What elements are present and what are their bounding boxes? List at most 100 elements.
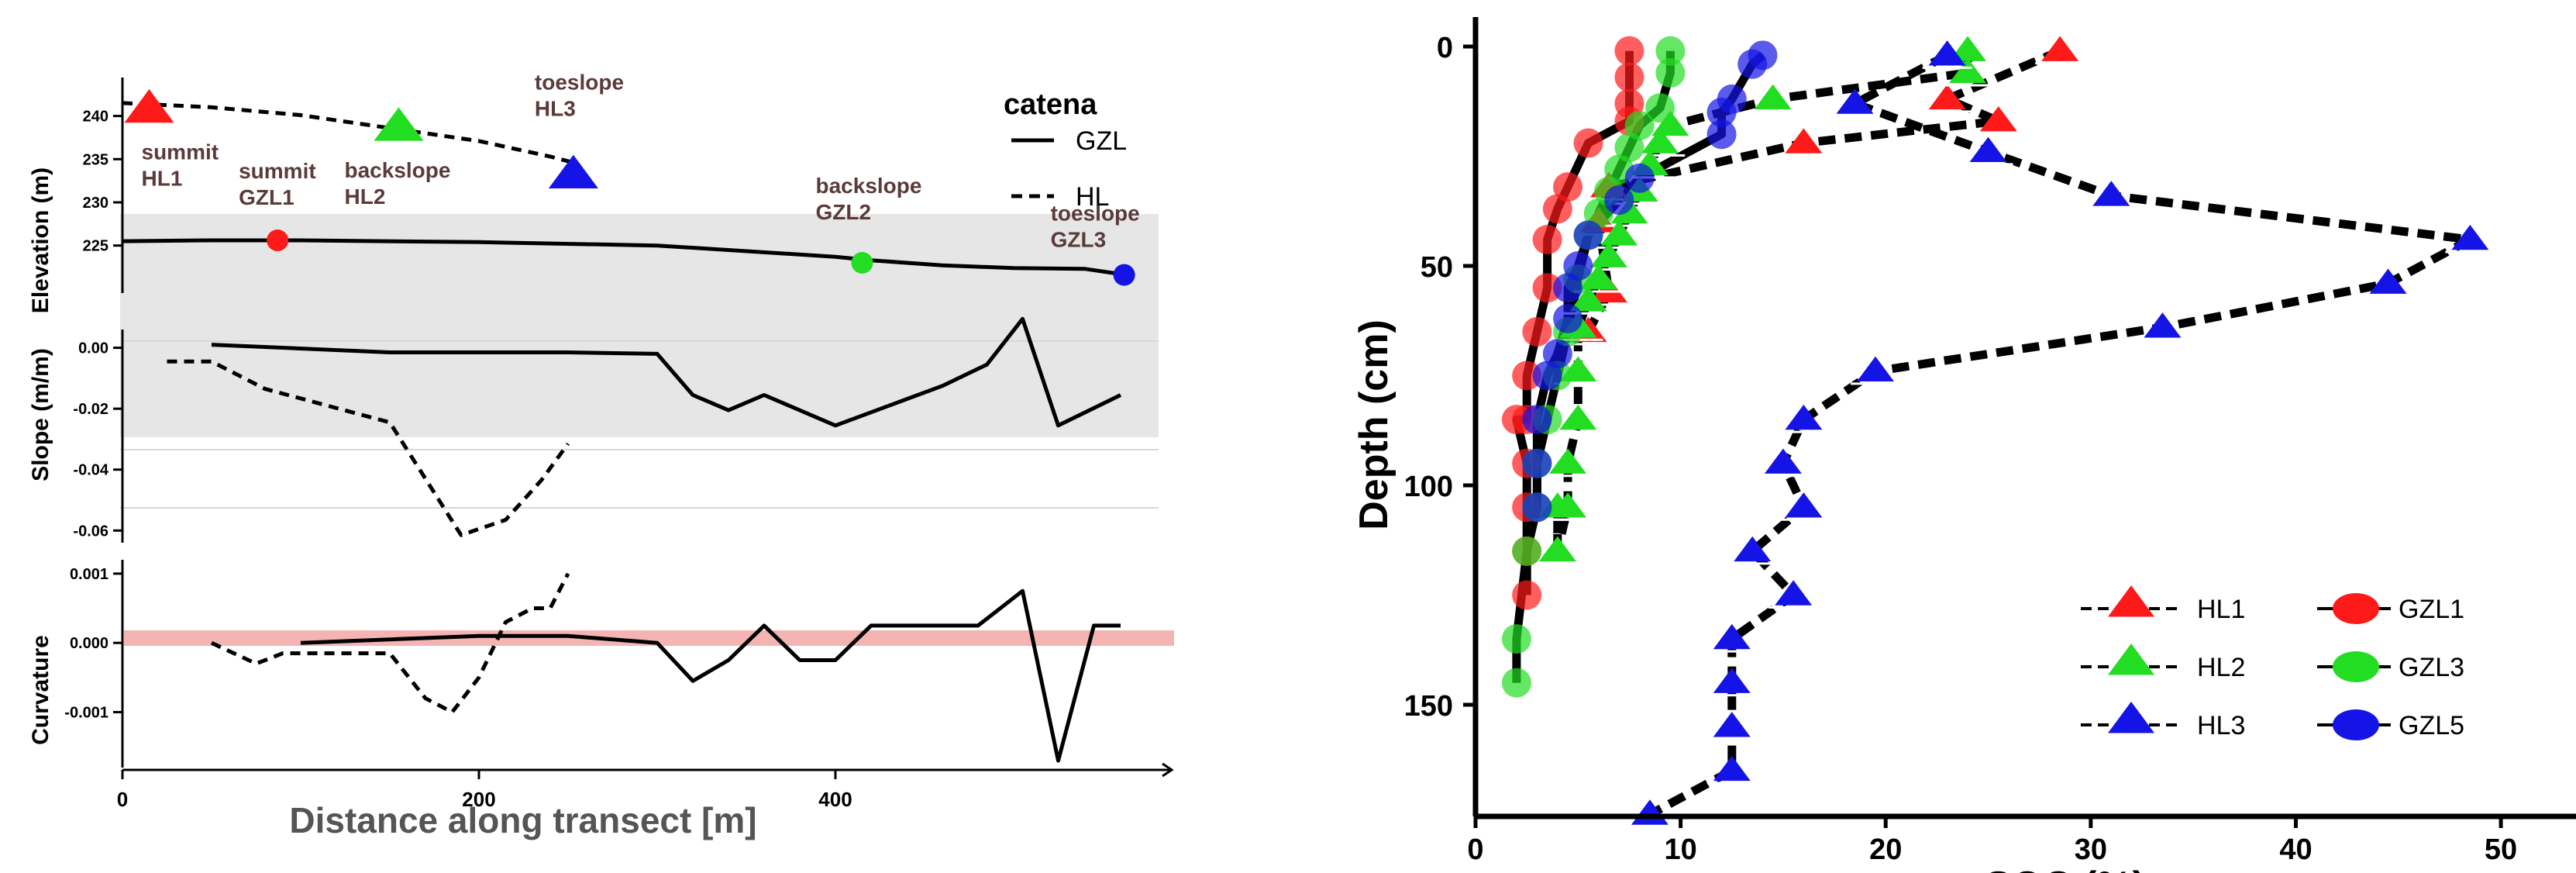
left-y-tick-group: 225 230 235 240 -0.06 -0.04 -0.02 0.00 -0.001 0.0… — [64, 109, 122, 722]
gzl1-point — [1512, 580, 1542, 610]
marker-hl2 — [374, 107, 424, 141]
hl3-point — [1969, 136, 2007, 163]
soc-x-tick-label: 50 — [2485, 833, 2517, 866]
slope-y-tick-label: 0.00 — [78, 340, 108, 357]
marker-label-top: backslope — [345, 158, 451, 182]
hl2-point — [1641, 128, 1679, 154]
hl2-point — [1949, 57, 1987, 84]
hl2-point — [1559, 404, 1597, 430]
elevation-y-tick-label: 225 — [83, 238, 108, 255]
elevation-y-tick-label: 230 — [83, 195, 108, 212]
slope-hl-line — [167, 359, 570, 537]
depth-axis-title: Depth (cm) — [1352, 319, 1396, 530]
curvature-y-tick-label: 0.001 — [70, 566, 108, 583]
slope-y-tick-label: -0.06 — [73, 523, 108, 540]
depth-panel: 0 50 100 150 0 10 20 30 40 50 Depth (cm) SOC (%)… — [1352, 17, 2576, 873]
marker-gzl1 — [267, 229, 289, 252]
hl2-point — [1538, 536, 1576, 562]
marker-label-top: summit — [142, 140, 219, 164]
hl2-point — [1754, 84, 1792, 110]
marker-label-bottom: GZL1 — [239, 185, 294, 209]
gzl5-point — [1553, 273, 1583, 303]
gzl3-point — [1501, 624, 1531, 654]
gzl1-point — [1614, 36, 1644, 66]
legend-label-gzl: GZL — [1076, 126, 1127, 156]
slope-y-tick-label: -0.02 — [73, 401, 108, 418]
gzl3-point — [1624, 110, 1655, 140]
right-axes — [1472, 17, 2576, 820]
right-y-tick-group: 0 50 100 150 — [1404, 32, 1476, 723]
marker-hl3 — [548, 154, 598, 188]
hl1-point — [1590, 277, 1627, 303]
gzl5-point — [1542, 339, 1572, 369]
hl3-point — [1713, 755, 1751, 782]
soc-x-tick-label: 20 — [1869, 833, 1902, 866]
hl2-point — [1590, 242, 1627, 267]
marker-label-top: summit — [239, 159, 316, 183]
legend-marker-hl3 — [2108, 702, 2154, 733]
curvature-hl-line — [210, 572, 570, 714]
gzl5-point — [1706, 97, 1737, 127]
hl3-point — [1764, 448, 1802, 474]
gzl5-point — [1522, 492, 1552, 523]
legend-label-hl1: HL1 — [2197, 595, 2245, 624]
hl1-point — [1979, 106, 2017, 132]
gzl5-point — [1706, 119, 1737, 150]
gzl1-point — [1512, 361, 1542, 391]
depth-legend: HL1 HL2 HL3 GZL1 GZL3 GZL5 — [2081, 585, 2464, 740]
hl3-point — [2092, 181, 2130, 206]
hl3-point — [1928, 40, 1966, 66]
slope-gzl-line — [211, 316, 1122, 428]
gzl1-point — [1532, 225, 1562, 255]
gzl5-point — [1532, 361, 1562, 391]
marker-label-top: toeslope — [535, 70, 624, 94]
hl3-point — [2451, 224, 2489, 250]
soc-axis-title: SOC (%) — [1985, 864, 2146, 873]
highlight-band — [120, 214, 1159, 437]
gzl3-point — [1655, 57, 1686, 88]
marker-label-bottom: GZL3 — [1051, 228, 1107, 252]
marker-label-bottom: HL2 — [345, 185, 386, 209]
hl3-point — [1713, 668, 1751, 693]
curvature-y-tick-label: -0.001 — [64, 705, 108, 722]
curvature-series-group — [210, 572, 1121, 763]
gzl1-point — [1542, 194, 1572, 224]
gzl5-point — [1553, 303, 1583, 333]
hl2-point — [1651, 110, 1689, 136]
right-x-tick-group: 0 10 20 30 40 50 — [1467, 816, 2517, 866]
hl3-point — [1857, 356, 1894, 382]
hl2-point — [1610, 198, 1648, 224]
slope-series-group — [167, 316, 1122, 537]
gzl1-point — [1614, 62, 1644, 92]
slope-axis-title: Slope (m/m) — [28, 348, 53, 481]
hl3-point — [1713, 712, 1751, 737]
hl3-point — [2369, 268, 2407, 294]
elevation-hl-line — [122, 101, 578, 166]
marker-hl1 — [124, 89, 174, 123]
hl2-point — [1949, 36, 1987, 61]
left-x-tick-group: 0 200 400 — [117, 770, 852, 811]
soc-x-tick-label: 40 — [2279, 833, 2312, 866]
hl3-point — [2144, 312, 2182, 338]
hl2-point — [1549, 448, 1587, 474]
hl1-point — [1928, 84, 1966, 110]
marker-label-bottom: HL1 — [142, 167, 183, 191]
x-tick-label: 200 — [462, 788, 495, 811]
legend-title: catena — [1004, 88, 1097, 121]
gzl3-point — [1655, 36, 1686, 66]
soc-x-tick-label: 30 — [2075, 833, 2107, 866]
soc-x-tick-label: 10 — [1664, 833, 1696, 866]
legend-marker-gzl5 — [2333, 709, 2379, 740]
gzl3-point — [1614, 133, 1644, 163]
gzl1-point — [1522, 316, 1552, 347]
hl1-point — [2041, 36, 2079, 61]
depth-y-tick-label: 50 — [1421, 251, 1453, 284]
legend-label-hl3: HL3 — [2197, 711, 2245, 740]
catena-legend: catena GZL HL — [1004, 88, 1127, 212]
curvature-axis-title: Curvature — [28, 635, 53, 745]
hl3-point — [1713, 623, 1751, 650]
gzl5-point — [1522, 405, 1552, 435]
